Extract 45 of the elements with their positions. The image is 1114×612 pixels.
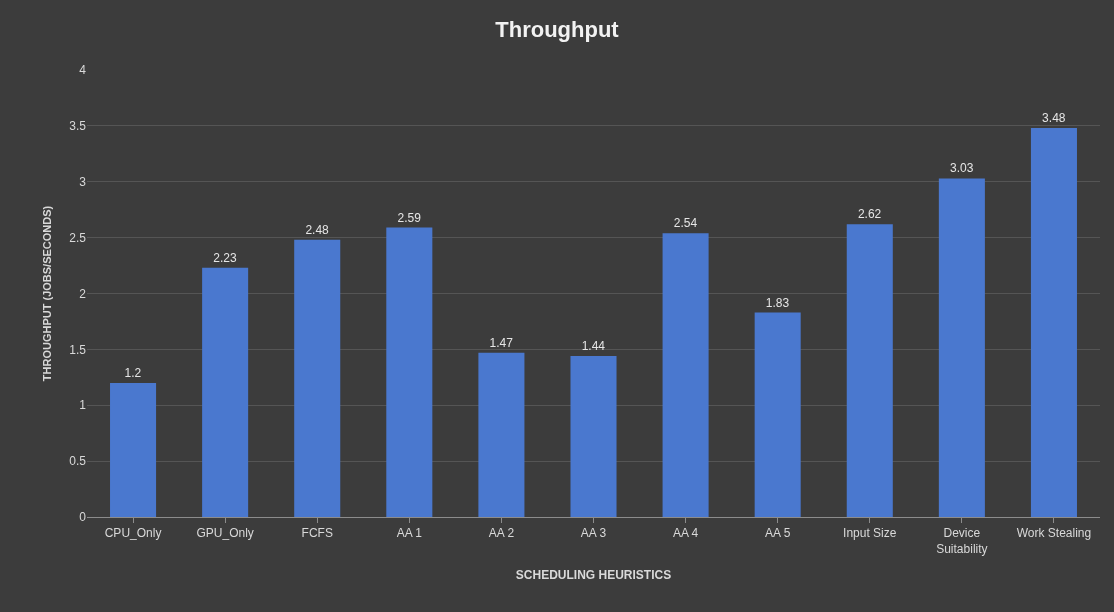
- y-axis-title: THROUGHPUT (JOBS/SECONDS): [40, 205, 53, 382]
- bar: [110, 382, 157, 517]
- y-tick-label: 4: [79, 63, 87, 78]
- y-tick-label: 1: [79, 398, 87, 413]
- bar: [386, 227, 433, 517]
- data-label: 2.23: [213, 250, 237, 265]
- x-tick-label: Work Stealing: [1016, 526, 1092, 541]
- bar: [846, 224, 893, 517]
- x-tick-label: FCFS: [301, 526, 333, 541]
- y-tick-label: 3: [79, 174, 87, 189]
- y-tick-label: 0.5: [69, 454, 87, 469]
- bar: [294, 239, 341, 517]
- bar: [754, 312, 801, 517]
- y-tick-label: 0: [79, 510, 87, 525]
- x-tick-label: AA 1: [396, 526, 423, 541]
- x-tick-label: AA 2: [488, 526, 515, 541]
- bar: [570, 356, 617, 517]
- bar: [938, 178, 985, 517]
- data-label: 2.59: [397, 210, 422, 225]
- data-label: 3.48: [1042, 111, 1066, 126]
- y-tick-label: 2.5: [69, 230, 87, 245]
- x-tick-label: GPU_Only: [196, 526, 254, 541]
- data-label: 1.2: [124, 365, 142, 380]
- data-label: 1.47: [489, 335, 514, 350]
- x-tick-label: AA 4: [672, 526, 699, 541]
- y-tick-label: 1.5: [69, 342, 87, 357]
- x-tick-label: AA 5: [765, 526, 791, 541]
- bar: [662, 233, 709, 517]
- x-axis-title: SCHEDULING HEURISTICS: [515, 567, 672, 582]
- x-tick-label: Device Suitability: [936, 526, 988, 556]
- data-label: 1.44: [581, 339, 606, 354]
- data-label: 1.83: [765, 295, 790, 310]
- data-label: 3.03: [950, 161, 974, 176]
- bar: [478, 352, 525, 517]
- bar: [202, 267, 249, 517]
- bar: [1030, 128, 1077, 517]
- x-tick-label: AA 3: [580, 526, 607, 541]
- y-tick-label: 2: [79, 286, 87, 301]
- data-label: 2.54: [673, 216, 698, 231]
- x-tick-label: Input Size: [843, 526, 897, 541]
- y-tick-label: 3.5: [69, 119, 87, 134]
- data-label: 2.62: [857, 207, 882, 222]
- x-tick-label: CPU_Only: [104, 526, 162, 541]
- chart-title: Throughput: [495, 16, 620, 42]
- data-label: 2.48: [305, 222, 330, 237]
